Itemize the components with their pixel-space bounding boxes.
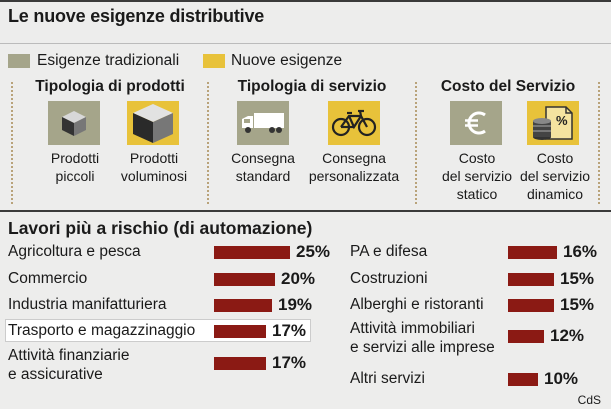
caption-line: del servizio (441, 168, 513, 184)
bar-value: 17% (272, 353, 307, 372)
large-cube-icon (127, 101, 179, 145)
divider-right (598, 82, 600, 204)
bar-value: 12% (550, 326, 585, 345)
bar-label: Commercio (8, 270, 88, 287)
caption-line: Prodotti (129, 150, 179, 166)
caption-line: voluminosi (120, 168, 188, 184)
group-title-servizio: Tipologia di servizio (237, 78, 387, 95)
bar-value: 19% (278, 295, 313, 314)
bar (508, 273, 554, 286)
caption-consegna-personalizzata: Consegna personalizzata (304, 149, 404, 185)
bar-label: Industria manifatturiera (8, 296, 167, 313)
bar-label: Alberghi e ristoranti (350, 296, 484, 313)
divider-mid1 (207, 82, 209, 204)
caption-line: standard (235, 168, 291, 184)
caption-line: dinamico (526, 186, 584, 202)
bar (508, 330, 544, 343)
caption-line: Costo (536, 150, 574, 166)
legend-swatch-new (203, 54, 225, 68)
bar-label: Attività immobiliari e servizi alle impre… (350, 320, 495, 356)
caption-line: statico (456, 186, 498, 202)
bar-value: 20% (281, 269, 316, 288)
legend-swatch-traditional (8, 54, 30, 68)
bar-value: 15% (560, 269, 595, 288)
caption-line: Consegna (322, 150, 386, 166)
bar (508, 246, 557, 259)
bar-label: Attività finanziarie e assicurative (8, 347, 130, 383)
caption-prodotti-piccoli: Prodotti piccoli (35, 149, 115, 185)
bar-label: Agricoltura e pesca (8, 243, 141, 260)
bar (214, 299, 272, 312)
source-label: CdS (577, 393, 601, 407)
caption-prodotti-voluminosi: Prodotti voluminosi (112, 149, 196, 185)
legend-label-traditional: Esigenze tradizionali (37, 52, 180, 69)
bar (508, 373, 538, 386)
bar (214, 273, 275, 286)
bar-value: 10% (544, 369, 579, 388)
caption-costo-statico: Costo del servizio statico (436, 149, 518, 203)
divider-left (11, 82, 13, 204)
caption-line: Costo (458, 150, 496, 166)
section-title: Lavori più a rischio (di automazione) (8, 218, 313, 238)
euro-icon (450, 101, 502, 145)
top-rule (0, 0, 611, 2)
caption-line: del servizio (519, 168, 591, 184)
svg-text:%: % (556, 113, 568, 128)
caption-line: Prodotti (50, 150, 100, 166)
bar-value: 16% (563, 242, 598, 261)
bar-value: 15% (560, 295, 595, 314)
bar (214, 246, 290, 259)
bar (214, 325, 266, 338)
bar-value: 25% (296, 242, 331, 261)
group-title-prodotti: Tipologia di prodotti (35, 78, 185, 95)
bar (214, 357, 266, 370)
page-title: Le nuove esigenze distributive (8, 6, 265, 26)
caption-line: Consegna (231, 150, 295, 166)
caption-line: piccoli (55, 168, 95, 184)
caption-costo-dinamico: Costo del servizio dinamico (513, 149, 597, 203)
title-divider (0, 43, 611, 44)
section-rule (0, 210, 611, 212)
legend-label-new: Nuove esigenze (231, 52, 343, 69)
coins-percent-icon: % (527, 101, 579, 145)
caption-line: personalizzata (308, 168, 400, 184)
bicycle-icon (328, 101, 380, 145)
bar (508, 299, 554, 312)
bar-label: Altri servizi (350, 370, 425, 387)
divider-mid2 (415, 82, 417, 204)
small-cube-icon (48, 101, 100, 145)
truck-icon (237, 101, 289, 145)
group-title-costo: Costo del Servizio (440, 78, 576, 95)
caption-consegna-standard: Consegna standard (222, 149, 304, 185)
bar-value: 17% (272, 321, 307, 340)
bar-label: Costruzioni (350, 270, 428, 287)
bar-label: PA e difesa (350, 243, 428, 260)
